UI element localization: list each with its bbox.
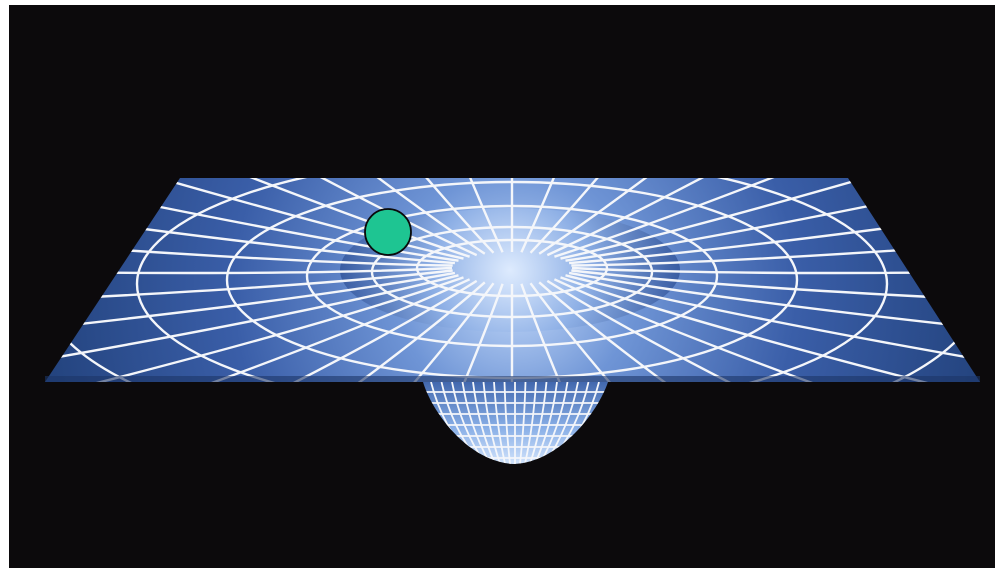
grid-spoke [571, 226, 980, 267]
grid-spoke [45, 274, 459, 382]
grid-spoke [568, 271, 980, 350]
grid-spoke [553, 278, 980, 382]
grid-spoke [560, 178, 980, 260]
grid-spoke [529, 282, 730, 382]
bulb-meridian [503, 382, 512, 464]
bulb-meridian [493, 382, 507, 464]
bulb-meridian [518, 382, 527, 464]
grid-spoke [294, 282, 495, 382]
grid-ring [135, 178, 889, 382]
grid-spoke [520, 283, 623, 382]
grid-spoke [45, 276, 464, 382]
grid-spoke [100, 279, 478, 382]
grid-spoke [554, 178, 980, 258]
spacetime-sheet [45, 178, 980, 382]
grid-spoke [45, 178, 470, 258]
grid-spoke [100, 178, 478, 257]
grid-spoke [45, 278, 471, 382]
bulb-meridian [482, 382, 503, 464]
grid-spoke [569, 186, 980, 265]
grid-spoke [571, 266, 980, 275]
grid-spoke [45, 269, 453, 310]
grid-spoke [294, 178, 495, 254]
bulb-meridian [523, 382, 537, 464]
grid-spoke [520, 178, 623, 253]
grid-spoke [565, 178, 980, 262]
bulb-meridian [527, 382, 548, 464]
grid-spoke [45, 178, 464, 260]
grid-spoke [45, 178, 459, 262]
grid-spoke [546, 178, 924, 257]
grid-spoke [538, 178, 831, 255]
grid-spoke [560, 276, 980, 382]
grid-spoke [401, 283, 504, 382]
marker-ball [364, 208, 412, 256]
grid-spoke [45, 271, 456, 350]
grid-spoke [45, 266, 453, 275]
grid-spoke [45, 186, 455, 265]
grid-spoke [193, 178, 486, 255]
grid-spoke [401, 178, 504, 253]
grid-spoke [571, 269, 980, 310]
grid-spoke [546, 279, 924, 382]
grid-spoke [45, 226, 453, 267]
grid-spoke [529, 178, 730, 254]
grid-spoke [565, 274, 980, 382]
